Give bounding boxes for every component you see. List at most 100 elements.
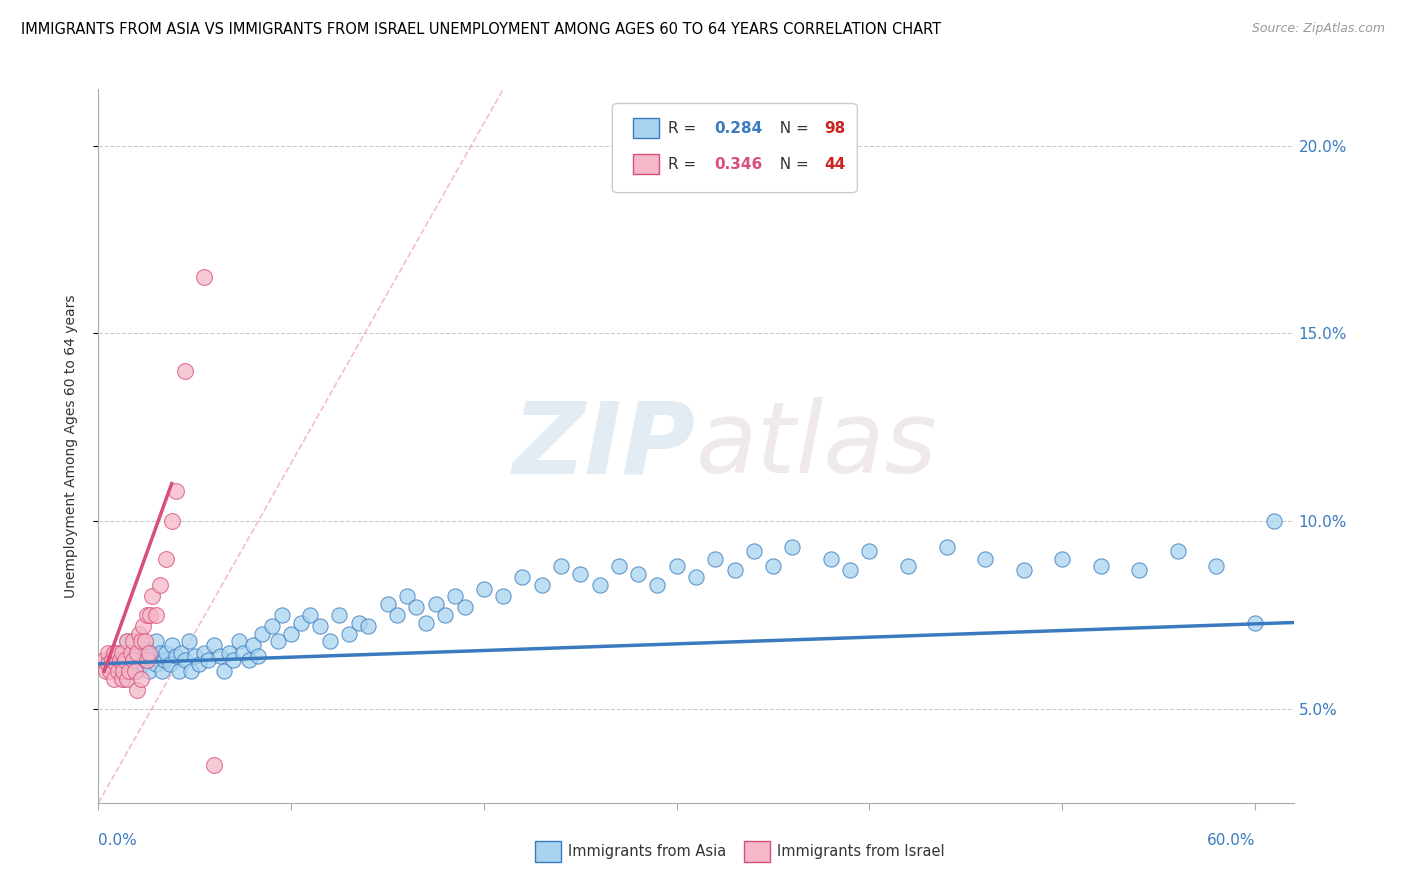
Point [160,638,183,652]
Point [120,646,142,660]
Point [299,607,322,622]
Point [184,649,207,664]
Point [141,649,163,664]
Point [110,672,132,686]
Point [425,597,447,611]
Point [135,607,157,622]
Point [280,627,302,641]
Point [118,665,141,679]
Point [208,649,231,664]
Point [134,634,156,648]
Point [169,665,191,679]
Point [858,544,880,558]
Point [93,653,115,667]
Point [1128,563,1150,577]
Point [627,566,650,581]
Point [193,270,215,285]
Point [839,563,862,577]
Point [1090,559,1112,574]
Point [122,634,145,648]
Point [103,646,125,660]
Point [607,559,630,574]
Bar [633,119,659,138]
Text: 0.284: 0.284 [714,121,762,136]
Point [98,665,121,679]
Point [309,619,332,633]
Point [1244,615,1267,630]
Point [145,657,167,671]
Point [174,364,197,378]
Point [103,646,125,660]
Text: R =: R = [668,157,702,171]
Text: 0.346: 0.346 [714,157,762,171]
Point [762,559,785,574]
Point [135,653,157,667]
Point [228,634,250,648]
Point [723,563,745,577]
Point [935,541,957,555]
Text: Immigrants from Asia: Immigrants from Asia [568,844,727,859]
Point [124,665,146,679]
Point [134,653,156,667]
Point [128,627,150,641]
Point [160,514,183,528]
Point [114,653,136,667]
Point [122,646,145,660]
Point [125,646,148,660]
Point [193,646,215,660]
Point [247,649,270,664]
Point [110,657,132,671]
Point [132,619,155,633]
Point [138,665,160,679]
Point [328,607,350,622]
Text: 98: 98 [824,121,845,136]
Point [1167,544,1189,558]
Point [202,638,225,652]
Y-axis label: Unemployment Among Ages 60 to 64 years: Unemployment Among Ages 60 to 64 years [63,294,77,598]
Bar [744,840,770,862]
Point [110,646,132,660]
Point [149,646,172,660]
Point [139,607,162,622]
Text: N =: N = [770,157,814,171]
Point [377,597,399,611]
Point [492,589,515,603]
Point [165,649,187,664]
Point [742,544,765,558]
Point [117,649,139,664]
Point [820,551,842,566]
Point [337,627,360,641]
Point [94,665,117,679]
Text: 60.0%: 60.0% [1206,833,1256,848]
Point [107,665,129,679]
Point [665,559,688,574]
Point [319,634,342,648]
Point [897,559,920,574]
Point [187,657,209,671]
Point [165,484,187,499]
Point [202,758,225,772]
Point [1263,514,1285,528]
Point [472,582,495,596]
Point [145,634,167,648]
Text: N =: N = [770,121,814,136]
Point [135,646,157,660]
Point [782,541,804,555]
Text: ZIP: ZIP [513,398,696,494]
Point [222,653,245,667]
Point [405,600,427,615]
Point [267,634,290,648]
Point [434,607,457,622]
Point [530,578,553,592]
Point [129,672,152,686]
Point [415,615,437,630]
Point [704,551,727,566]
Point [117,672,139,686]
Point [112,672,135,686]
Point [170,646,193,660]
Point [180,665,202,679]
Point [107,646,129,660]
Point [155,551,177,566]
Point [129,646,152,660]
Point [125,683,148,698]
